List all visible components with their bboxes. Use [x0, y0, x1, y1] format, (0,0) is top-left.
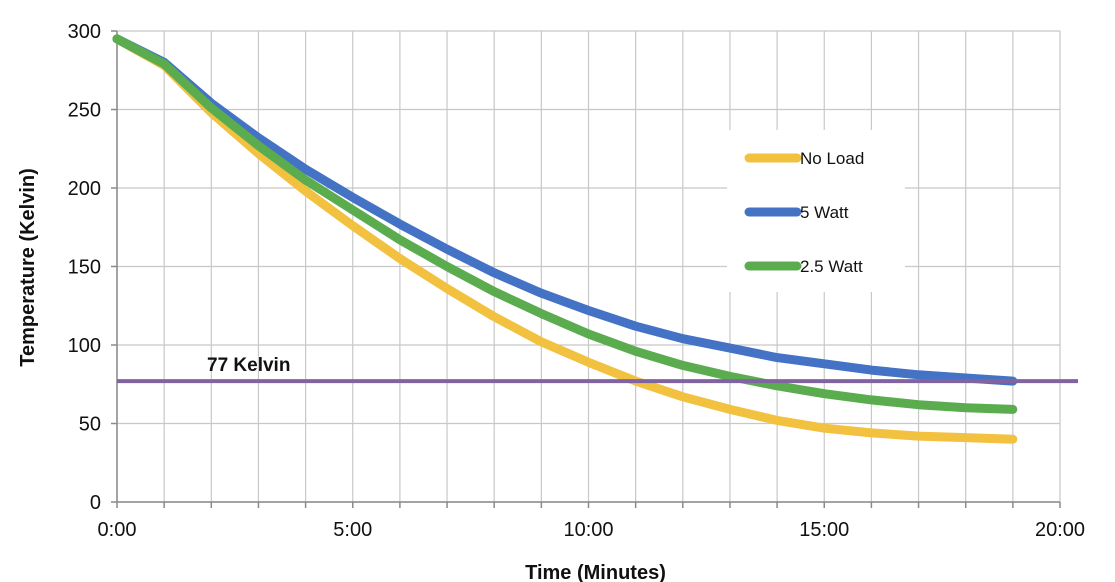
legend: No Load 5 Watt 2.5 Watt: [727, 130, 905, 292]
series-line-5-watt: [112, 34, 1018, 386]
reference-line-label: 77 Kelvin: [207, 355, 290, 376]
legend-label: 2.5 Watt: [800, 257, 863, 276]
y-tick-label: 0: [90, 492, 101, 514]
y-tick-label: 50: [79, 414, 101, 436]
legend-label: 5 Watt: [800, 203, 849, 222]
y-tick-label: 150: [68, 257, 101, 279]
y-tick-label: 250: [68, 100, 101, 122]
gridlines: [116, 30, 1061, 503]
series-line-2-5-watt: [112, 34, 1018, 414]
x-tick-label: 15:00: [799, 519, 849, 541]
x-axis-title: Time (Minutes): [525, 562, 666, 582]
y-tick-label: 100: [68, 335, 101, 357]
x-tick-label: 10:00: [563, 519, 613, 541]
y-tick-label: 300: [68, 21, 101, 43]
y-axis-title: Temperature (Kelvin): [17, 168, 39, 367]
y-tick-label: 200: [68, 178, 101, 200]
x-tick-label: 5:00: [333, 519, 372, 541]
x-tick-label: 20:00: [1035, 519, 1085, 541]
legend-label: No Load: [800, 149, 864, 168]
x-tick-label: 0:00: [98, 519, 137, 541]
series-line-no-load: [112, 34, 1018, 444]
